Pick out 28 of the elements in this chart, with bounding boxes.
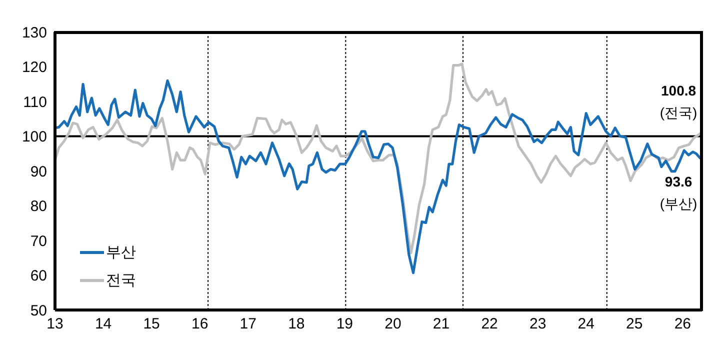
x-tick-label: 14 xyxy=(94,316,112,333)
y-tick-label: 80 xyxy=(30,198,47,216)
x-tick-label: 25 xyxy=(626,316,643,333)
x-tick-label: 22 xyxy=(481,316,498,333)
x-tick-label: 16 xyxy=(192,316,208,333)
x-tick-label: 18 xyxy=(288,316,305,333)
y-tick-label: 60 xyxy=(30,268,47,285)
y-tick-label: 110 xyxy=(23,94,47,111)
x-tick-label: 24 xyxy=(578,316,594,333)
y-tick-label: 50 xyxy=(30,302,47,320)
y-tick-label: 130 xyxy=(22,24,47,42)
annotation: 93.6 (부산) xyxy=(660,173,698,212)
x-tick-label: 15 xyxy=(143,316,160,333)
x-tick-label: 19 xyxy=(336,316,354,333)
annotation: 100.8 (전국) xyxy=(660,82,698,120)
y-tick-label: 120 xyxy=(22,59,47,76)
y-tick-label: 90 xyxy=(30,163,47,180)
y-tick-label: 100 xyxy=(22,128,47,146)
x-tick-label: 21 xyxy=(432,316,450,333)
line-series xyxy=(55,79,702,274)
x-tick-label: 20 xyxy=(384,316,402,333)
legend-label: 전국 xyxy=(106,270,136,290)
x-tick-label: 26 xyxy=(674,316,692,333)
x-tick-label: 17 xyxy=(240,316,256,333)
legend-label: 부산 xyxy=(106,242,136,262)
x-tick-label: 13 xyxy=(46,316,64,333)
y-tick-label: 70 xyxy=(30,232,47,250)
x-tick-label: 23 xyxy=(529,316,546,333)
